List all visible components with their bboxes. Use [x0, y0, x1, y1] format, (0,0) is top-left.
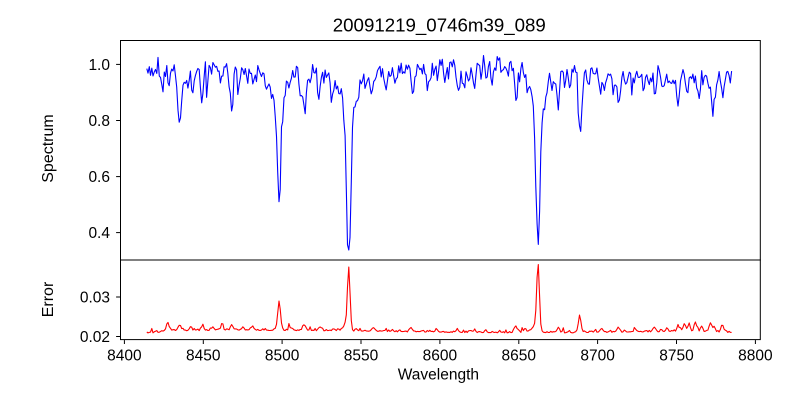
svg-text:8400: 8400: [107, 348, 142, 365]
svg-text:8650: 8650: [502, 348, 537, 365]
svg-text:0.8: 0.8: [88, 113, 110, 130]
svg-text:1.0: 1.0: [88, 57, 110, 74]
svg-text:8800: 8800: [738, 348, 773, 365]
svg-text:8700: 8700: [580, 348, 615, 365]
svg-text:20091219_0746m39_089: 20091219_0746m39_089: [333, 14, 546, 36]
svg-text:0.02: 0.02: [80, 329, 110, 346]
svg-text:Spectrum: Spectrum: [40, 114, 57, 182]
svg-text:Error: Error: [40, 281, 57, 317]
svg-text:0.03: 0.03: [80, 289, 110, 306]
svg-text:0.4: 0.4: [88, 225, 110, 242]
svg-text:Wavelength: Wavelength: [398, 366, 479, 383]
svg-text:8550: 8550: [344, 348, 379, 365]
svg-text:8500: 8500: [265, 348, 300, 365]
svg-text:0.6: 0.6: [88, 169, 110, 186]
svg-text:8450: 8450: [186, 348, 221, 365]
svg-text:8600: 8600: [423, 348, 458, 365]
svg-text:8750: 8750: [659, 348, 694, 365]
